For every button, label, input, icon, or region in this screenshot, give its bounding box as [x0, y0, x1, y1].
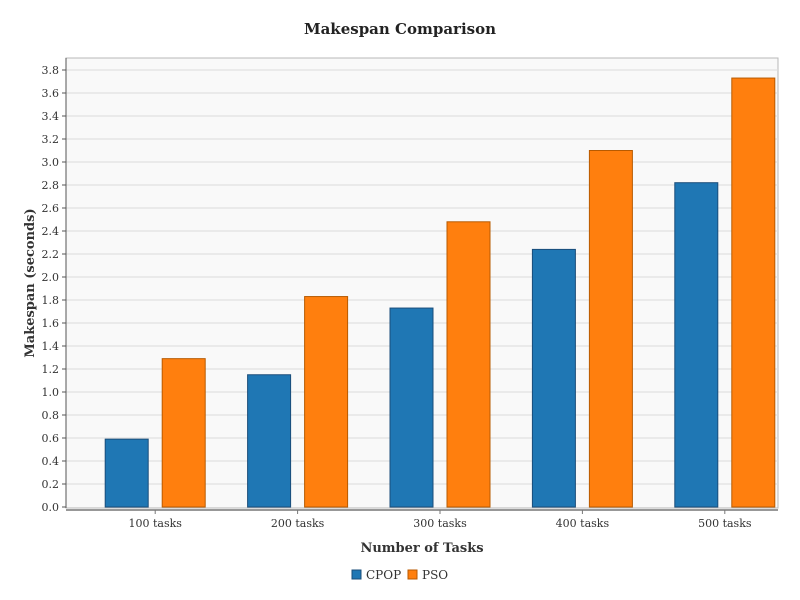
y-tick-label: 2.8 [42, 179, 60, 192]
bar-cpop-4 [531, 248, 576, 508]
y-axis-title: Makespan (seconds) [23, 208, 38, 357]
y-tick-label: 2.2 [42, 248, 60, 261]
bar-pso-4 [588, 150, 633, 508]
bar-cpop-1 [104, 438, 149, 508]
y-tick-label: 0.6 [42, 432, 60, 445]
bars [104, 77, 776, 508]
legend-label-cpop: CPOP [366, 568, 401, 582]
bar-pso-2 [304, 296, 349, 508]
x-tick-label: 500 tasks [698, 517, 752, 530]
x-axis-ticks: 100 tasks 200 tasks 300 tasks 400 tasks 500 … [128, 510, 752, 530]
bar-pso-5 [731, 77, 776, 508]
x-axis-title: Number of Tasks [360, 541, 483, 556]
bar-pso-1 [161, 358, 206, 508]
x-tick-label: 300 tasks [413, 517, 467, 530]
y-tick-label: 1.4 [42, 340, 60, 353]
y-tick-label: 1.8 [42, 294, 60, 307]
y-tick-label: 3.4 [42, 110, 60, 123]
legend-label-pso: PSO [422, 568, 448, 582]
y-tick-label: 2.6 [42, 202, 60, 215]
y-tick-label: 2.0 [42, 271, 60, 284]
legend-swatch-cpop [351, 569, 362, 580]
bar-cpop-3 [389, 307, 434, 508]
y-tick-label: 0.2 [42, 478, 60, 491]
y-tick-label: 0.8 [42, 409, 60, 422]
y-tick-label: 1.2 [42, 363, 60, 376]
chart-title: Makespan Comparison [304, 20, 496, 38]
x-tick-label: 100 tasks [128, 517, 182, 530]
legend-swatch-pso [407, 569, 418, 580]
y-tick-label: 3.0 [42, 156, 60, 169]
y-tick-label: 3.8 [42, 64, 60, 77]
y-tick-label: 3.6 [42, 87, 60, 100]
bar-cpop-2 [247, 374, 292, 508]
y-tick-label: 2.4 [42, 225, 60, 238]
bar-pso-3 [446, 221, 491, 508]
x-tick-label: 200 tasks [271, 517, 325, 530]
legend: CPOP PSO [351, 568, 448, 582]
y-axis-ticks: 0.0 0.2 0.4 0.6 0.8 1.0 1.2 1.4 1.6 1.8 2.0 2.2 2.4 2… [42, 64, 66, 514]
y-tick-label: 0.4 [42, 455, 60, 468]
y-tick-label: 1.0 [42, 386, 60, 399]
x-tick-label: 400 tasks [556, 517, 610, 530]
bar-cpop-5 [674, 182, 719, 508]
y-tick-label: 0.0 [42, 501, 60, 514]
y-tick-label: 3.2 [42, 133, 60, 146]
gridlines [66, 69, 778, 485]
y-tick-label: 1.6 [42, 317, 60, 330]
